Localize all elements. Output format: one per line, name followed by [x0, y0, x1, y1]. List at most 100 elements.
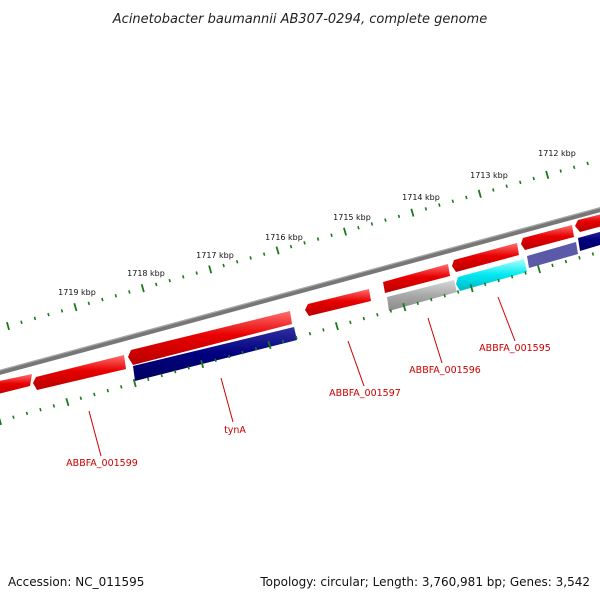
forward-gene-2[interactable] — [33, 355, 126, 390]
upper-tick-minor — [20, 320, 23, 325]
upper-tick-minor — [222, 263, 225, 268]
upper-tick-minor — [465, 195, 468, 200]
kbp-label-1715: 1715 kbp — [333, 213, 371, 222]
tynA-gene[interactable] — [133, 327, 297, 381]
lower-tick-minor — [389, 309, 392, 313]
ABBFA_001595-gene[interactable] — [456, 259, 527, 291]
upper-tick-minor — [101, 297, 104, 302]
lower-tick-ring — [0, 252, 595, 426]
lower-tick-minor — [281, 339, 285, 344]
ABBFA_001596-gene[interactable] — [387, 280, 457, 311]
kbp-label-1718: 1718 kbp — [127, 269, 165, 278]
lower-tick-minor — [39, 407, 42, 412]
lower-tick-minor — [308, 331, 312, 336]
lower-tick-minor — [295, 335, 298, 340]
lower-tick-major — [469, 284, 474, 293]
upper-tick-minor — [519, 180, 522, 185]
leader-ABBFA_001599 — [88, 410, 102, 457]
upper-tick-ring — [6, 161, 589, 331]
upper-tick-major — [545, 170, 550, 179]
lower-tick-major — [0, 417, 2, 426]
leader-ABBFA_001597 — [347, 340, 365, 387]
forward-gene-8[interactable] — [575, 212, 600, 232]
lower-tick-minor — [524, 271, 527, 275]
forward-gene-5[interactable] — [383, 264, 450, 293]
gene-label-ABBFA_001597[interactable]: ABBFA_001597 — [329, 388, 401, 399]
lower-tick-minor — [430, 297, 433, 302]
lower-tick-major — [132, 378, 137, 388]
upper-tick-minor — [397, 214, 401, 219]
lower-tick-minor — [551, 263, 554, 268]
gene-label-ABBFA_001595[interactable]: ABBFA_001595 — [479, 343, 551, 354]
upper-tick-minor — [586, 161, 589, 166]
upper-tick-minor — [114, 293, 118, 298]
lower-tick-major — [267, 340, 272, 350]
forward-gene-6[interactable] — [452, 243, 519, 272]
forward-gene-7[interactable] — [521, 225, 574, 250]
gene-label-ABBFA_001599[interactable]: ABBFA_001599 — [66, 458, 138, 469]
forward-gene-1[interactable] — [0, 374, 32, 396]
lower-tick-major — [334, 322, 339, 331]
upper-tick-major — [477, 189, 482, 198]
gene-label-ABBFA_001596[interactable]: ABBFA_001596 — [409, 365, 481, 376]
upper-tick-minor — [168, 278, 171, 283]
genome-summary-text: Topology: circular; Length: 3,760,981 bp… — [259, 575, 590, 589]
lower-tick-minor — [564, 259, 568, 264]
map-title: Acinetobacter baumannii AB307-0294, comp… — [112, 12, 487, 27]
lower-tick-minor — [147, 377, 150, 382]
upper-tick-minor — [370, 222, 374, 226]
lower-tick-minor — [349, 320, 352, 325]
upper-tick-minor — [262, 252, 266, 256]
upper-tick-minor — [249, 256, 252, 260]
upper-tick-minor — [182, 275, 185, 279]
lower-tick-minor — [322, 328, 325, 332]
lower-tick-minor — [591, 252, 595, 256]
lower-tick-minor — [214, 358, 217, 362]
lower-tick-major — [200, 359, 205, 369]
upper-tick-minor — [128, 290, 131, 294]
lower-tick-minor — [362, 316, 366, 321]
lower-tick-minor — [483, 282, 487, 287]
lower-tick-minor — [93, 392, 96, 397]
lower-tick-minor — [160, 373, 163, 378]
upper-tick-minor — [384, 218, 387, 222]
upper-tick-minor — [492, 188, 495, 192]
lower-tick-minor — [25, 411, 29, 416]
upper-tick-major — [410, 208, 415, 217]
lower-tick-major — [65, 397, 70, 407]
lower-tick-minor — [416, 301, 419, 306]
lower-tick-minor — [497, 278, 500, 283]
upper-tick-minor — [559, 169, 562, 173]
upper-tick-minor — [60, 309, 64, 313]
upper-tick-minor — [155, 282, 158, 287]
genome-backbone-highlight — [0, 207, 600, 371]
lower-tick-minor — [52, 404, 56, 408]
leader-tynA — [220, 377, 234, 423]
upper-tick-minor — [438, 203, 441, 207]
reverse-gene-purple[interactable] — [527, 242, 578, 268]
upper-tick-major — [208, 265, 213, 274]
kbp-label-1717: 1717 kbp — [196, 251, 234, 260]
lower-tick-minor — [106, 388, 109, 393]
upper-tick-minor — [451, 199, 455, 204]
lower-tick-minor — [376, 312, 379, 317]
upper-tick-minor — [357, 225, 360, 230]
upper-tick-major — [275, 246, 280, 255]
kbp-label-1719: 1719 kbp — [58, 288, 96, 297]
leader-ABBFA_001595 — [497, 296, 516, 342]
lower-tick-major — [402, 303, 407, 312]
lower-tick-minor — [578, 255, 581, 260]
upper-tick-minor — [33, 316, 37, 321]
forward-gene-4[interactable] — [305, 289, 371, 316]
forward-gene-3[interactable] — [128, 311, 292, 365]
upper-tick-minor — [316, 237, 320, 241]
genome-backbone — [0, 207, 600, 375]
accession-text: Accession: NC_011595 — [8, 575, 144, 589]
lower-tick-major — [537, 265, 541, 274]
lower-tick-minor — [456, 290, 460, 294]
lower-tick-minor — [79, 396, 83, 401]
lower-tick-minor — [241, 350, 244, 355]
gene-label-tynA[interactable]: tynA — [224, 425, 246, 436]
reverse-gene-navy-right[interactable] — [578, 229, 600, 251]
